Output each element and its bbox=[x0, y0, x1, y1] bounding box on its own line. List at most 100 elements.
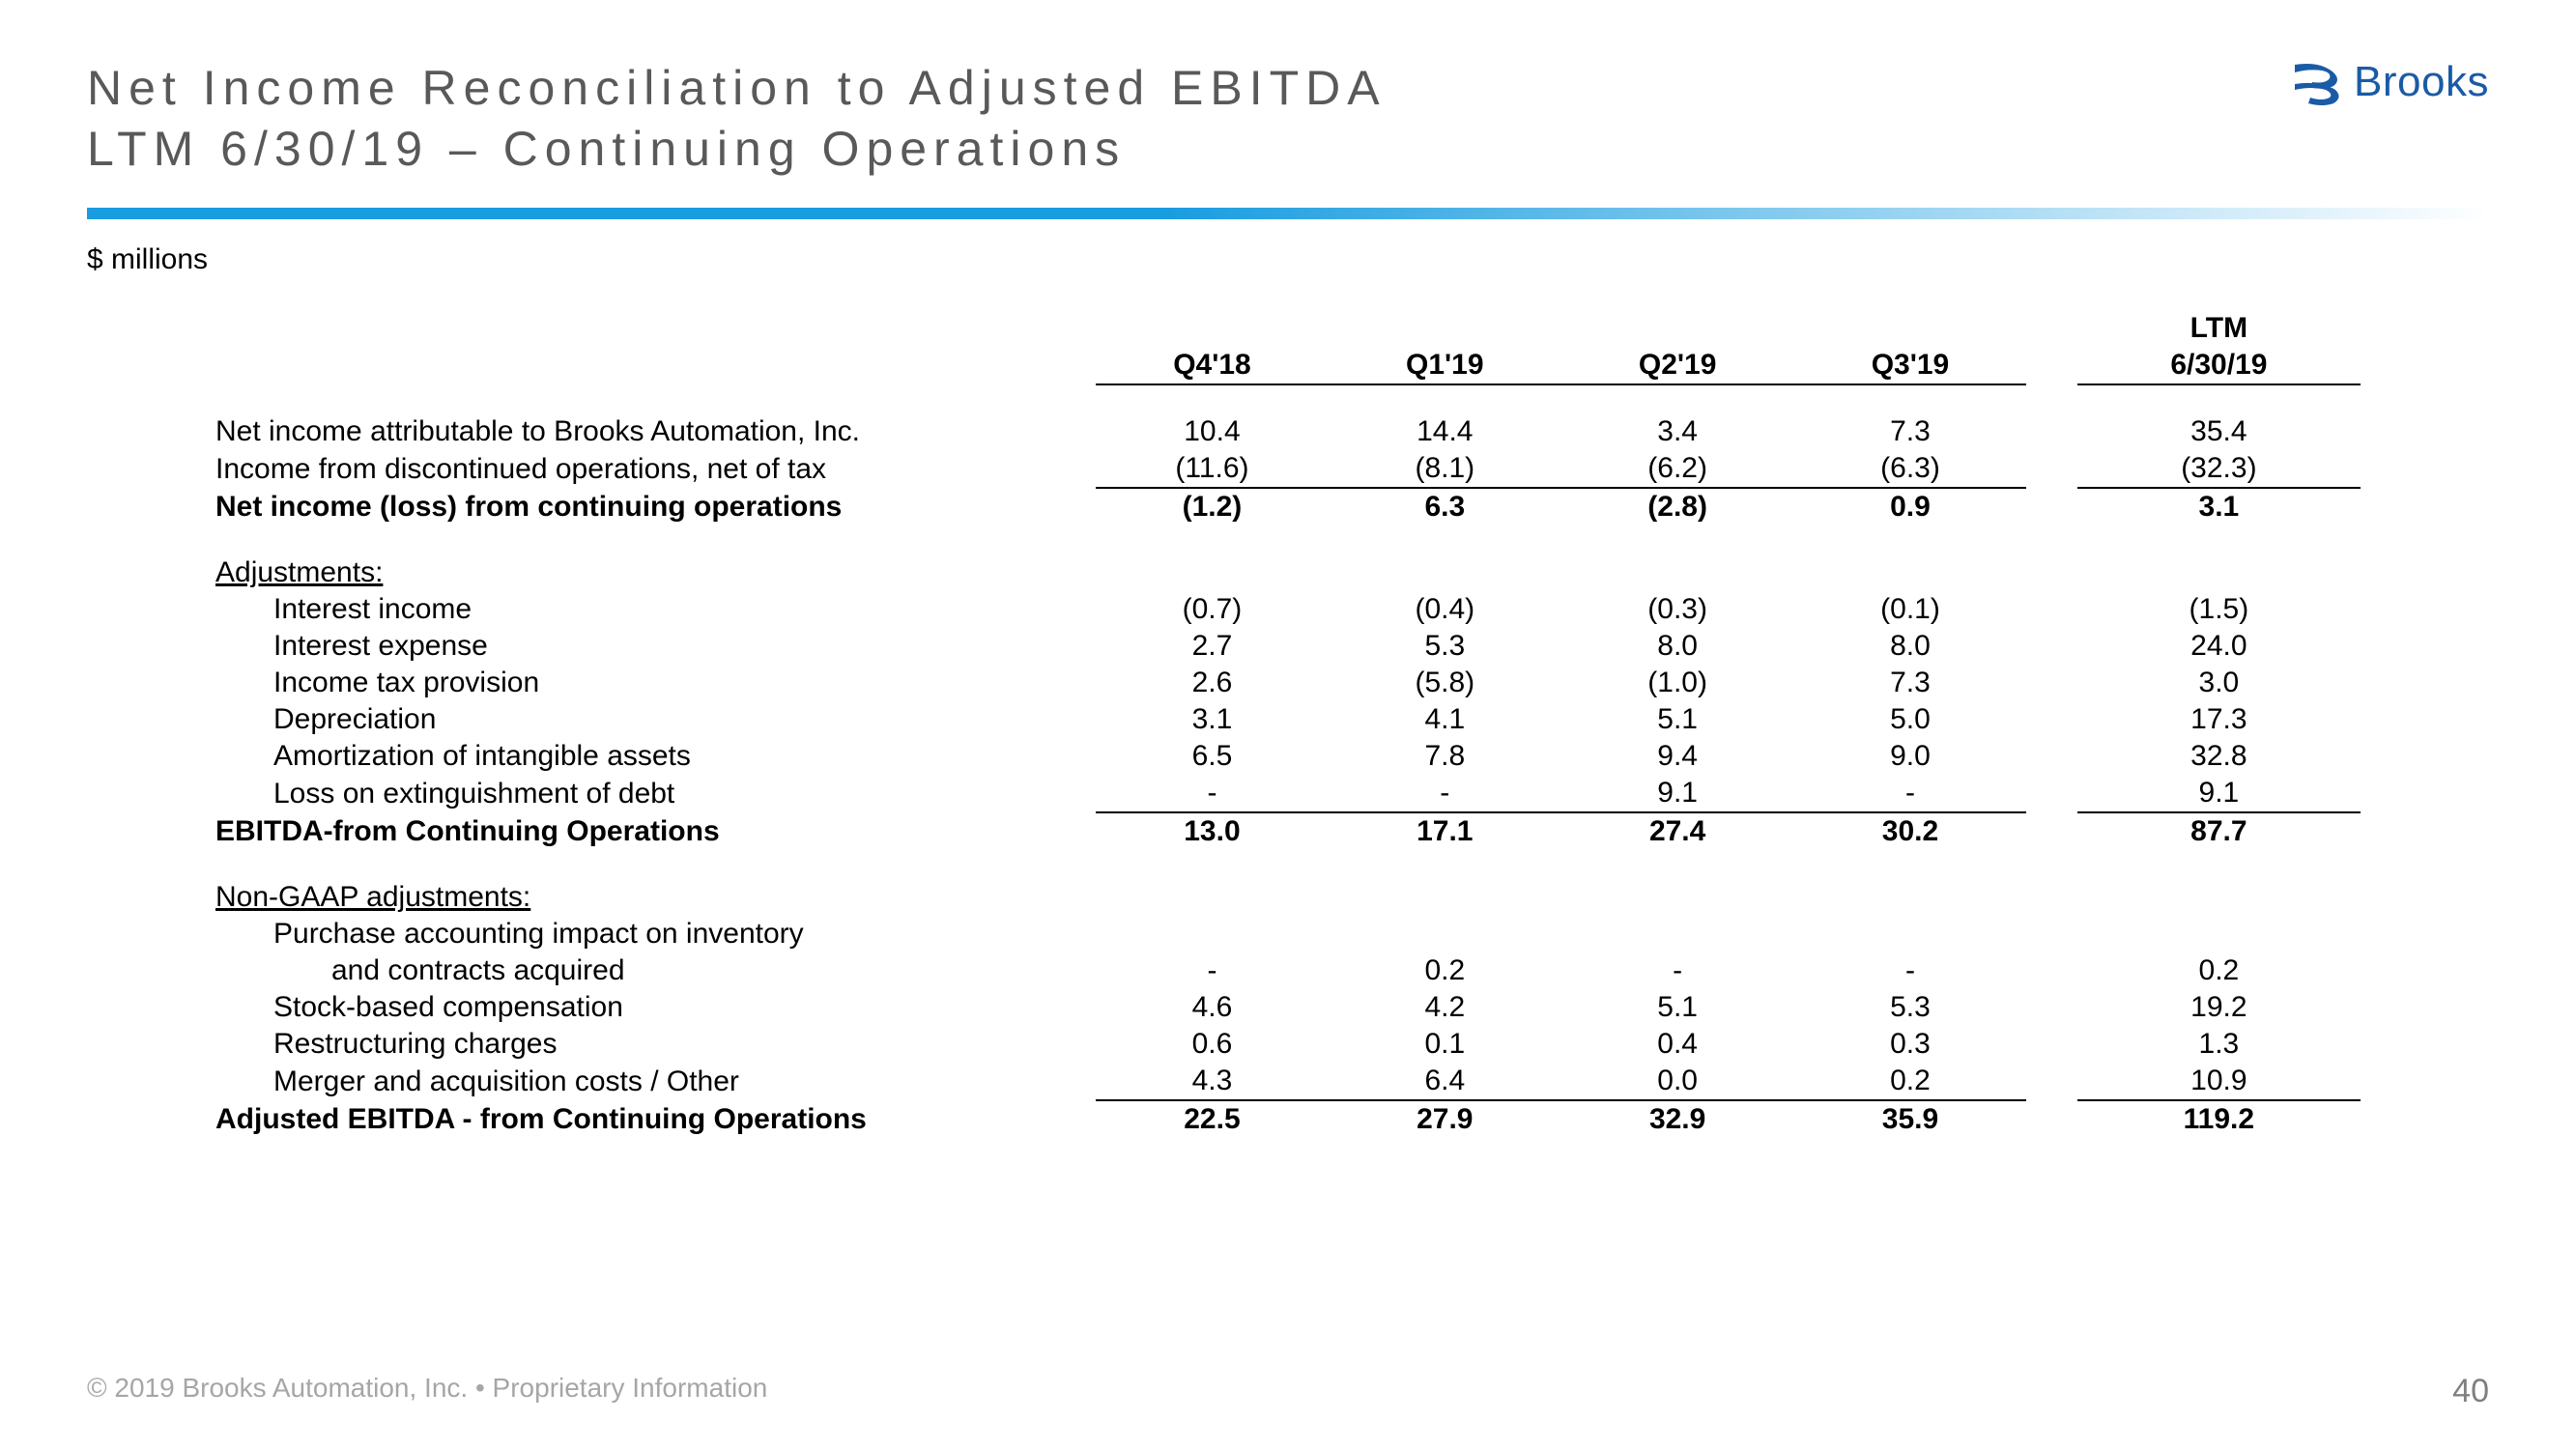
row-label: Loss on extinguishment of debt bbox=[215, 775, 1096, 812]
cell: (0.1) bbox=[1794, 591, 2027, 628]
cell: 32.9 bbox=[1561, 1100, 1794, 1138]
section-label: Non-GAAP adjustments: bbox=[215, 881, 530, 913]
row-label: Interest expense bbox=[215, 628, 1096, 665]
units-label: $ millions bbox=[87, 243, 2489, 276]
col-q3-19: Q3'19 bbox=[1794, 347, 2027, 384]
cell: 17.1 bbox=[1329, 812, 1561, 850]
row-label: Amortization of intangible assets bbox=[215, 738, 1096, 775]
table-row: Loss on extinguishment of debt - - 9.1 -… bbox=[215, 775, 2361, 812]
row-label: Interest income bbox=[215, 591, 1096, 628]
cell: 5.3 bbox=[1794, 989, 2027, 1026]
cell: 27.9 bbox=[1329, 1100, 1561, 1138]
cell: (1.5) bbox=[2077, 591, 2361, 628]
cell: 17.3 bbox=[2077, 701, 2361, 738]
cell: - bbox=[1329, 775, 1561, 812]
cell: (2.8) bbox=[1561, 488, 1794, 526]
cell: (6.3) bbox=[1794, 450, 2027, 488]
row-label: Net income attributable to Brooks Automa… bbox=[215, 413, 1096, 450]
table-row: Purchase accounting impact on inventory bbox=[215, 916, 2361, 952]
section-header-row: Adjustments: bbox=[215, 554, 2361, 591]
cell: 27.4 bbox=[1561, 812, 1794, 850]
table-row: Restructuring charges 0.6 0.1 0.4 0.3 1.… bbox=[215, 1026, 2361, 1063]
cell: 35.4 bbox=[2077, 413, 2361, 450]
cell: 9.1 bbox=[1561, 775, 1794, 812]
cell: 4.1 bbox=[1329, 701, 1561, 738]
cell: 6.5 bbox=[1096, 738, 1329, 775]
row-label: EBITDA-from Continuing Operations bbox=[215, 812, 1096, 850]
brooks-logo-icon bbox=[2291, 59, 2344, 105]
cell: 24.0 bbox=[2077, 628, 2361, 665]
cell: - bbox=[1794, 952, 2027, 989]
section-header-row: Non-GAAP adjustments: bbox=[215, 879, 2361, 916]
table-row: Merger and acquisition costs / Other 4.3… bbox=[215, 1063, 2361, 1100]
cell: 8.0 bbox=[1561, 628, 1794, 665]
cell: 2.7 bbox=[1096, 628, 1329, 665]
cell: 7.8 bbox=[1329, 738, 1561, 775]
row-label: Merger and acquisition costs / Other bbox=[215, 1063, 1096, 1100]
cell: 0.4 bbox=[1561, 1026, 1794, 1063]
cell: - bbox=[1096, 775, 1329, 812]
table-row: Amortization of intangible assets 6.5 7.… bbox=[215, 738, 2361, 775]
cell: 19.2 bbox=[2077, 989, 2361, 1026]
row-label: Restructuring charges bbox=[215, 1026, 1096, 1063]
page-number: 40 bbox=[2452, 1373, 2489, 1410]
col-ltm-top: LTM bbox=[2077, 310, 2361, 347]
cell: 22.5 bbox=[1096, 1100, 1329, 1138]
cell: 6.4 bbox=[1329, 1063, 1561, 1100]
col-q1-19: Q1'19 bbox=[1329, 347, 1561, 384]
cell: 87.7 bbox=[2077, 812, 2361, 850]
cell: 8.0 bbox=[1794, 628, 2027, 665]
cell: - bbox=[1561, 952, 1794, 989]
cell: 5.1 bbox=[1561, 701, 1794, 738]
cell: 9.0 bbox=[1794, 738, 2027, 775]
cell: 10.9 bbox=[2077, 1063, 2361, 1100]
cell: 0.2 bbox=[2077, 952, 2361, 989]
row-label: Net income (loss) from continuing operat… bbox=[215, 488, 1096, 526]
table-row: and contracts acquired - 0.2 - - 0.2 bbox=[215, 952, 2361, 989]
table-row: Income from discontinued operations, net… bbox=[215, 450, 2361, 488]
cell: 3.4 bbox=[1561, 413, 1794, 450]
table-row: Net income attributable to Brooks Automa… bbox=[215, 413, 2361, 450]
cell: - bbox=[1794, 775, 2027, 812]
column-header-row: Q4'18 Q1'19 Q2'19 Q3'19 6/30/19 bbox=[215, 347, 2361, 384]
cell: 0.3 bbox=[1794, 1026, 2027, 1063]
header: Net Income Reconciliation to Adjusted EB… bbox=[87, 58, 2489, 179]
cell: (8.1) bbox=[1329, 450, 1561, 488]
col-ltm-bottom: 6/30/19 bbox=[2077, 347, 2361, 384]
cell: 9.4 bbox=[1561, 738, 1794, 775]
row-label: Adjusted EBITDA - from Continuing Operat… bbox=[215, 1100, 1096, 1138]
cell: 4.6 bbox=[1096, 989, 1329, 1026]
table-row: Interest income (0.7) (0.4) (0.3) (0.1) … bbox=[215, 591, 2361, 628]
table-row: Depreciation 3.1 4.1 5.1 5.0 17.3 bbox=[215, 701, 2361, 738]
row-label: Income from discontinued operations, net… bbox=[215, 450, 1096, 488]
brand-name: Brooks bbox=[2354, 58, 2489, 106]
cell: 3.1 bbox=[2077, 488, 2361, 526]
table-row: Adjusted EBITDA - from Continuing Operat… bbox=[215, 1100, 2361, 1138]
cell: 1.3 bbox=[2077, 1026, 2361, 1063]
cell: (11.6) bbox=[1096, 450, 1329, 488]
cell: 5.0 bbox=[1794, 701, 2027, 738]
cell: 9.1 bbox=[2077, 775, 2361, 812]
col-q2-19: Q2'19 bbox=[1561, 347, 1794, 384]
table-row: Interest expense 2.7 5.3 8.0 8.0 24.0 bbox=[215, 628, 2361, 665]
cell: (1.2) bbox=[1096, 488, 1329, 526]
cell: 5.1 bbox=[1561, 989, 1794, 1026]
cell: 6.3 bbox=[1329, 488, 1561, 526]
cell: (32.3) bbox=[2077, 450, 2361, 488]
table-row: Income tax provision 2.6 (5.8) (1.0) 7.3… bbox=[215, 665, 2361, 701]
cell: 3.0 bbox=[2077, 665, 2361, 701]
cell: - bbox=[1096, 952, 1329, 989]
cell: 0.0 bbox=[1561, 1063, 1794, 1100]
cell: 0.9 bbox=[1794, 488, 2027, 526]
cell: (0.3) bbox=[1561, 591, 1794, 628]
footer: © 2019 Brooks Automation, Inc. • Proprie… bbox=[87, 1373, 2489, 1410]
table-row: EBITDA-from Continuing Operations 13.0 1… bbox=[215, 812, 2361, 850]
row-label: Stock-based compensation bbox=[215, 989, 1096, 1026]
reconciliation-table: LTM Q4'18 Q1'19 Q2'19 Q3'19 6/30/19 Net … bbox=[215, 310, 2361, 1138]
cell: (6.2) bbox=[1561, 450, 1794, 488]
cell: 3.1 bbox=[1096, 701, 1329, 738]
cell: 0.6 bbox=[1096, 1026, 1329, 1063]
header-divider bbox=[87, 208, 2489, 219]
cell: 4.3 bbox=[1096, 1063, 1329, 1100]
cell: 32.8 bbox=[2077, 738, 2361, 775]
